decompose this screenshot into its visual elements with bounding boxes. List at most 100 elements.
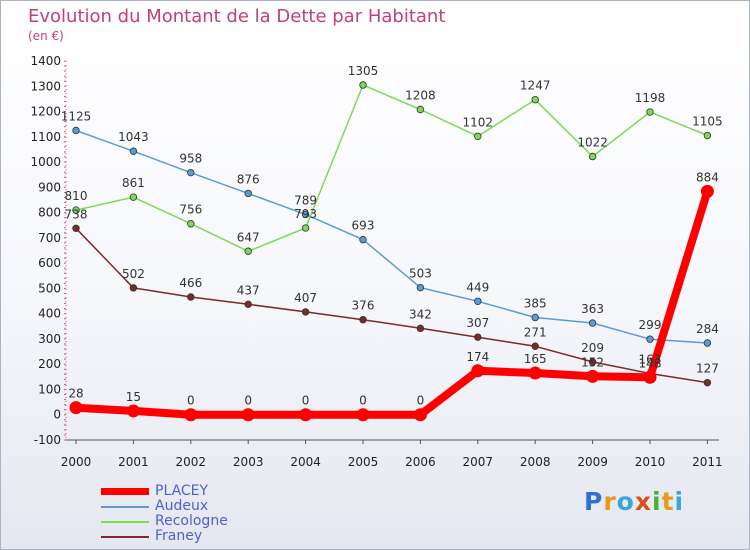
point-placey <box>69 401 83 415</box>
data-label-franey: 209 <box>581 341 604 355</box>
point-franey <box>129 284 138 292</box>
data-label-placey: 0 <box>187 394 195 408</box>
x-tick-label: 2000 <box>61 455 92 469</box>
data-label-audeux: 299 <box>639 318 662 332</box>
point-placey <box>643 370 657 384</box>
series-lines <box>69 81 714 422</box>
data-label-franey: 163 <box>639 353 662 367</box>
point-franey <box>187 293 195 301</box>
series-line-placey <box>72 187 712 419</box>
point-placey <box>413 408 427 422</box>
point-franey <box>244 300 252 309</box>
data-label-recologne: 1198 <box>635 91 666 105</box>
legend-swatch-placey <box>101 488 149 495</box>
y-tick-label: 1000 <box>30 155 61 169</box>
data-label-recologne: 1105 <box>692 115 723 129</box>
legend-item-franey: Franey <box>101 529 228 544</box>
point-franey <box>301 308 310 316</box>
point-recologne <box>531 95 539 104</box>
data-label-audeux: 503 <box>409 267 432 281</box>
point-placey <box>586 369 600 383</box>
y-tick-label: 1200 <box>30 105 61 119</box>
point-audeux <box>244 189 252 198</box>
point-recologne <box>646 108 654 116</box>
data-label-placey: 148 <box>639 356 662 370</box>
series-line-recologne <box>75 84 709 253</box>
logo-letter: t <box>661 487 675 516</box>
logo-letter: i <box>652 487 662 516</box>
point-audeux <box>72 126 80 135</box>
y-tick-label: 1300 <box>30 79 61 93</box>
legend-item-audeux: Audeux <box>101 499 228 514</box>
point-audeux <box>301 210 310 219</box>
x-tick-label: 2010 <box>635 455 666 469</box>
x-tick-label: 2011 <box>692 455 723 469</box>
point-audeux <box>646 335 654 343</box>
point-audeux <box>129 147 138 155</box>
point-franey <box>359 316 367 324</box>
data-label-recologne: 1305 <box>348 64 379 78</box>
data-label-audeux: 1043 <box>118 130 149 144</box>
point-recologne <box>474 132 482 140</box>
point-recologne <box>187 220 195 228</box>
axes: -100010020030040050060070080090010001100… <box>30 54 722 469</box>
point-audeux <box>703 339 712 347</box>
data-label-placey: 28 <box>68 387 83 401</box>
data-label-recologne: 756 <box>179 203 202 217</box>
x-tick-label: 2006 <box>405 455 436 469</box>
point-recologne <box>72 206 80 214</box>
point-placey <box>241 408 255 422</box>
data-label-franey: 271 <box>524 325 547 339</box>
logo-letter: x <box>634 487 652 516</box>
data-label-franey: 407 <box>294 291 317 305</box>
legend-item-recologne: Recologne <box>101 514 228 529</box>
series-line-audeux <box>75 129 709 344</box>
legend-swatch-recologne <box>101 520 149 523</box>
x-tick-label: 2002 <box>176 455 207 469</box>
point-placey <box>700 184 714 198</box>
logo-letter: o <box>616 487 635 516</box>
legend-label-placey: PLACEY <box>155 483 209 499</box>
point-audeux <box>187 168 195 177</box>
y-tick-label: 400 <box>38 307 61 321</box>
point-franey <box>531 342 539 350</box>
point-franey <box>703 378 712 387</box>
y-tick-label: 500 <box>38 281 61 295</box>
y-tick-label: 100 <box>38 382 61 396</box>
point-franey <box>72 224 80 232</box>
legend-label-recologne: Recologne <box>155 513 228 529</box>
legend: PLACEY Audeux Recologne Franey <box>101 484 228 544</box>
data-label-franey: 307 <box>466 316 489 330</box>
y-tick-label: 1400 <box>30 54 61 68</box>
data-label-placey: 15 <box>126 390 141 404</box>
point-audeux <box>474 297 482 305</box>
data-label-recologne: 861 <box>122 176 145 190</box>
data-label-franey: 437 <box>237 283 260 297</box>
data-label-franey: 376 <box>352 299 375 313</box>
data-label-placey: 174 <box>466 350 489 364</box>
data-label-placey: 0 <box>417 394 425 408</box>
y-tick-label: 1100 <box>30 130 61 144</box>
data-label-audeux: 693 <box>352 219 375 233</box>
data-label-recologne: 1022 <box>577 136 608 150</box>
data-label-audeux: 789 <box>294 193 317 207</box>
legend-label-audeux: Audeux <box>155 498 209 514</box>
point-franey <box>588 358 597 366</box>
point-audeux <box>416 283 425 292</box>
point-franey <box>416 324 425 333</box>
data-label-recologne: 810 <box>65 189 88 203</box>
y-tick-label: 200 <box>38 357 61 371</box>
data-label-audeux: 1125 <box>61 109 92 123</box>
data-label-audeux: 958 <box>179 152 202 166</box>
point-audeux <box>359 235 367 244</box>
chart-title: Evolution du Montant de la Dette par Hab… <box>28 6 446 27</box>
data-label-audeux: 363 <box>581 302 604 316</box>
y-tick-label: -100 <box>34 433 61 447</box>
logo-letter: i <box>674 487 685 516</box>
point-recologne <box>301 224 310 232</box>
proxiti-logo: Proxiti <box>584 487 684 516</box>
point-recologne <box>129 193 138 201</box>
x-tick-label: 2009 <box>577 455 608 469</box>
data-label-placey: 0 <box>244 394 252 408</box>
